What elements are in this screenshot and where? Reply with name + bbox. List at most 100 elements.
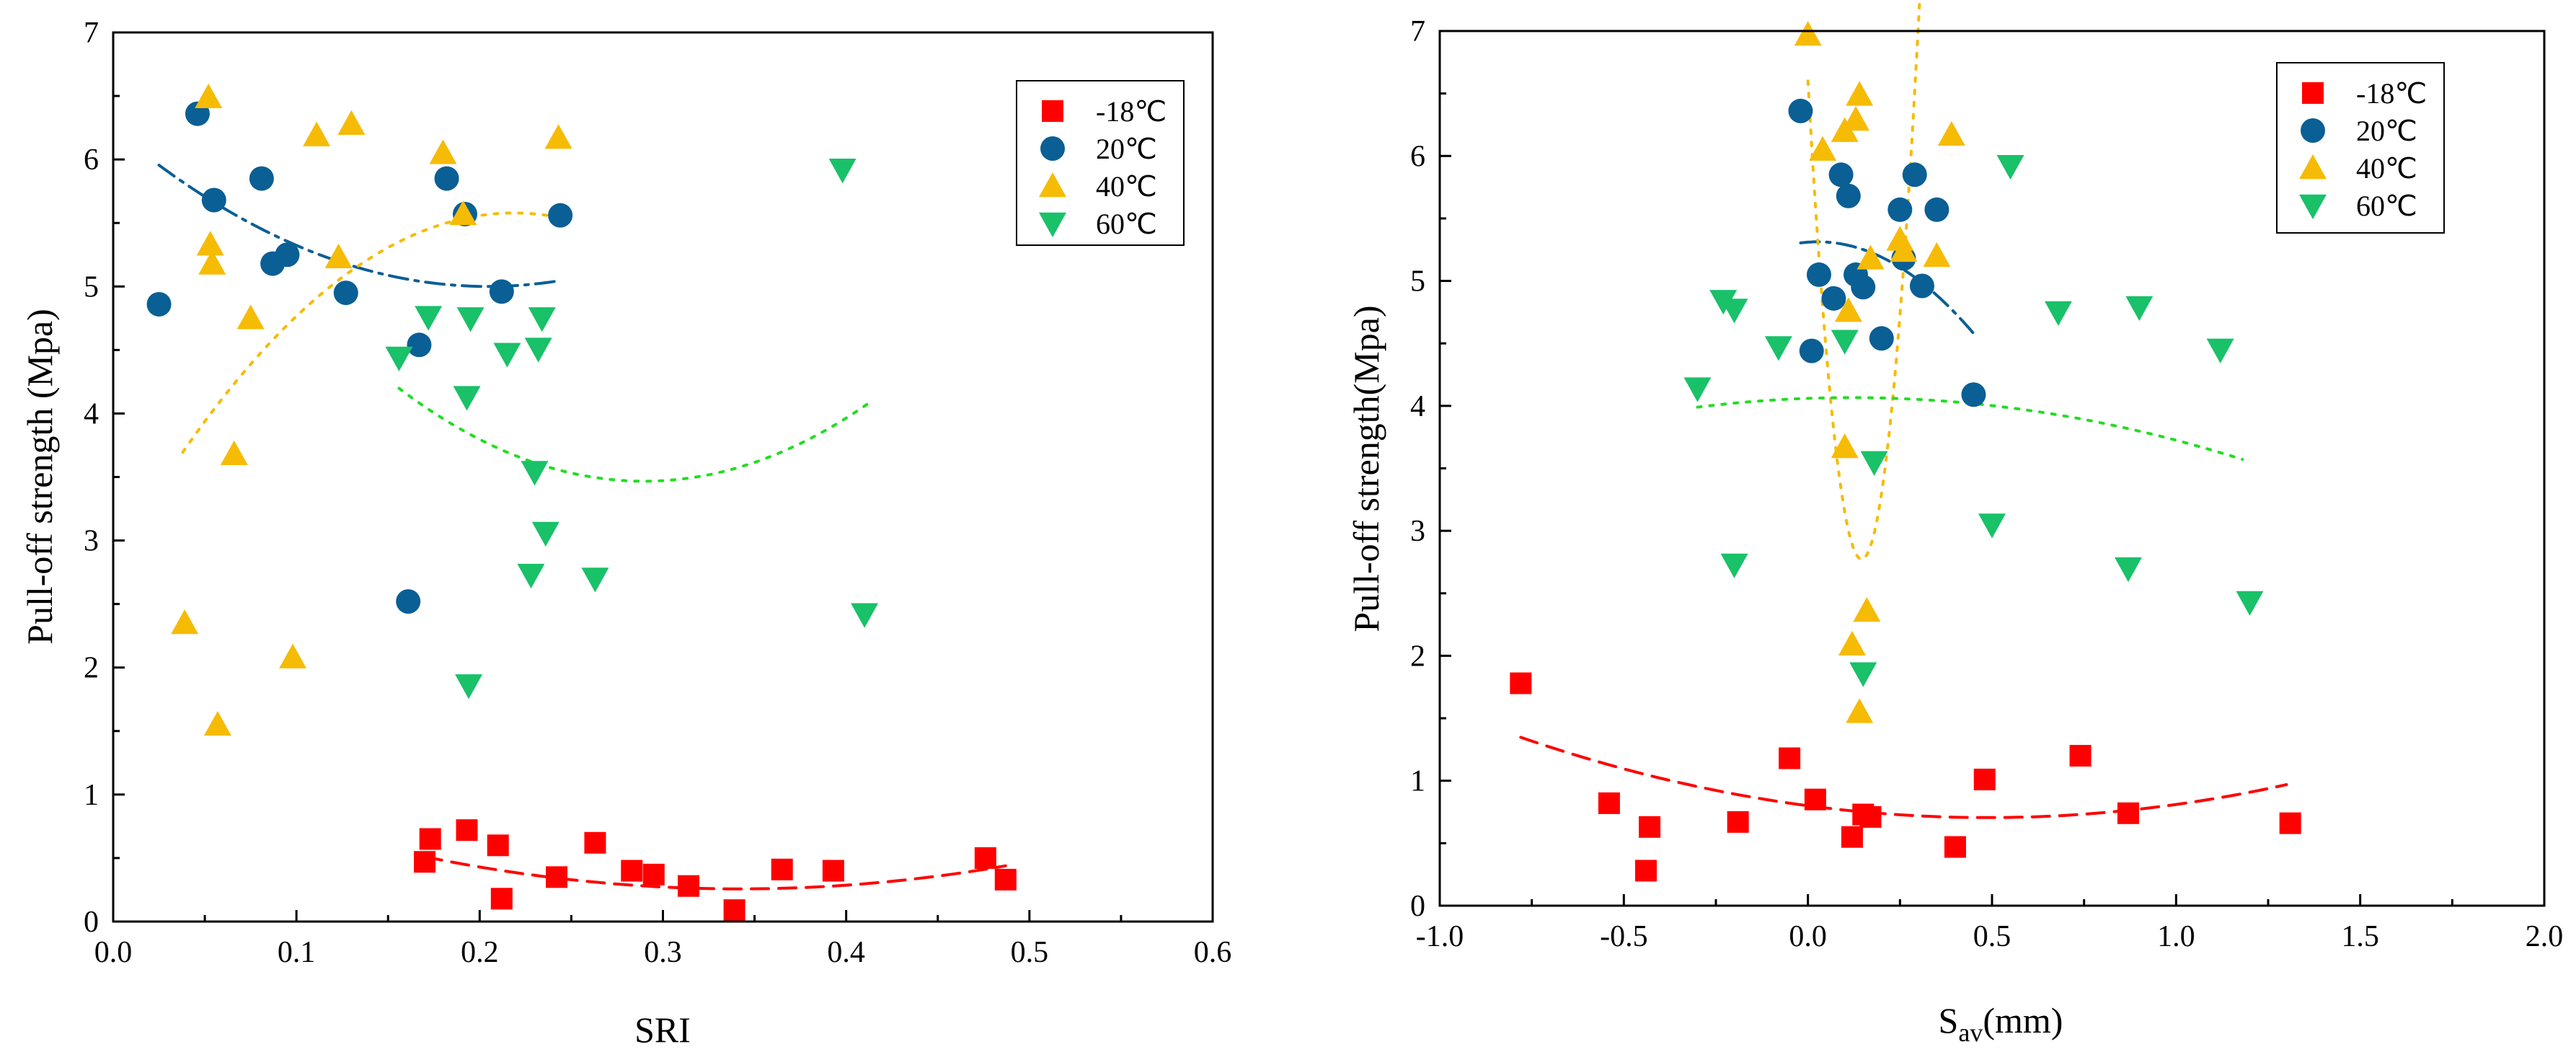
data-point-right-s3-3 <box>1720 553 1748 578</box>
data-point-right-s2-0 <box>1794 21 1822 46</box>
x-axis-label-right-s: S <box>1939 1000 1959 1041</box>
data-point-left-s3-4 <box>493 343 521 368</box>
legend-marker-right-3 <box>2299 194 2327 219</box>
data-point-left-s0-0 <box>414 851 436 873</box>
x-tick-label-left-1: 0.1 <box>278 936 316 969</box>
data-point-right-s1-9 <box>1887 197 1913 222</box>
data-point-left-s3-11 <box>455 674 483 699</box>
y-tick-label-right-3: 3 <box>1410 515 1425 548</box>
x-axis-label-right-sub: av <box>1958 1018 1983 1047</box>
data-point-left-s3-12 <box>828 159 857 184</box>
y-tick-label-left-7: 7 <box>84 17 99 50</box>
data-point-left-s2-10 <box>337 110 366 136</box>
fit-curve-right-1 <box>1799 240 1975 335</box>
data-point-right-s0-9 <box>1859 805 1882 828</box>
data-point-right-s0-5 <box>1779 747 1801 769</box>
data-point-right-s3-5 <box>1831 330 1859 355</box>
data-point-right-s3-2 <box>1720 299 1748 324</box>
data-point-left-s1-3 <box>249 166 274 191</box>
y-axis-label-right: Pull-off strength(Mpa) <box>1346 305 1386 632</box>
data-point-right-s1-12 <box>1909 273 1934 299</box>
y-tick-label-right-7: 7 <box>1410 15 1425 48</box>
data-point-right-s0-1 <box>1598 792 1620 814</box>
legend-marker-left-0 <box>1042 100 1063 122</box>
legend-label-right-1: 20℃ <box>2356 115 2417 147</box>
data-point-right-s1-13 <box>1924 197 1949 222</box>
data-point-right-s3-8 <box>1978 513 2006 539</box>
legend-marker-right-2 <box>2299 154 2327 180</box>
data-point-right-s2-1 <box>1809 136 1837 161</box>
data-point-left-s1-6 <box>333 281 358 306</box>
data-point-right-s3-9 <box>1996 154 2024 180</box>
legend-left: -18℃ 20℃ 40℃ 60℃ <box>1016 80 1185 246</box>
data-point-left-s2-4 <box>203 710 231 736</box>
x-tick-label-right-0: -1.0 <box>1416 920 1464 953</box>
data-point-right-s2-7 <box>1846 81 1874 106</box>
data-point-right-s2-9 <box>1853 597 1881 622</box>
legend-label-right-0: -18℃ <box>2356 77 2427 110</box>
legend-marker-right-0 <box>2302 82 2324 104</box>
x-tick-label-right-1: -0.5 <box>1600 920 1648 953</box>
legend-label-right-2: 40℃ <box>2356 152 2417 185</box>
data-point-left-s3-1 <box>415 306 443 331</box>
data-point-left-s0-10 <box>723 899 745 922</box>
data-point-right-s2-10 <box>1856 244 1885 270</box>
fit-curve-right-2 <box>1806 0 1921 561</box>
data-point-right-s3-13 <box>2206 338 2234 363</box>
legend-marker-left-3 <box>1039 212 1066 237</box>
data-point-right-s1-7 <box>1851 275 1876 300</box>
data-point-right-s2-5 <box>1838 630 1866 656</box>
data-point-right-s2-12 <box>1890 237 1918 262</box>
data-point-right-s1-0 <box>1788 98 1813 123</box>
x-tick-label-right-2: 0.0 <box>1789 920 1827 953</box>
data-point-left-s1-8 <box>407 332 432 358</box>
data-point-right-s3-10 <box>2044 301 2072 326</box>
legend-label-left-1: 20℃ <box>1096 133 1157 165</box>
data-point-left-s1-7 <box>396 589 421 614</box>
data-point-left-s2-7 <box>279 643 307 668</box>
fit-curve-left-1 <box>157 164 562 288</box>
data-point-right-s2-14 <box>1937 120 1965 146</box>
data-point-left-s1-0 <box>146 291 172 317</box>
y-tick-label-left-6: 6 <box>84 143 99 177</box>
legend-marker-left-2 <box>1039 172 1066 198</box>
data-point-right-s1-5 <box>1836 183 1861 208</box>
data-point-left-s3-8 <box>531 521 559 547</box>
x-axis-label-right-unit: (mm) <box>1983 1000 2063 1041</box>
y-tick-label-left-5: 5 <box>84 270 99 304</box>
data-point-right-s0-3 <box>1639 816 1661 838</box>
data-point-right-s1-8 <box>1869 326 1894 351</box>
data-point-right-s3-6 <box>1849 662 1877 687</box>
data-point-left-s2-6 <box>236 304 265 330</box>
y-tick-label-right-6: 6 <box>1410 140 1425 173</box>
fit-curve-right-0 <box>1519 736 2288 819</box>
fit-curve-left-0 <box>423 855 1007 891</box>
data-point-left-s0-12 <box>822 860 844 882</box>
data-point-left-s3-10 <box>581 567 609 593</box>
data-point-right-s0-14 <box>2279 812 2301 834</box>
x-tick-label-left-6: 0.6 <box>1194 936 1232 969</box>
data-point-left-s0-6 <box>584 831 606 854</box>
data-point-left-s1-12 <box>548 203 573 228</box>
legend-marker-right-1 <box>2301 118 2325 143</box>
x-tick-label-left-4: 0.4 <box>827 936 865 969</box>
data-point-right-s1-14 <box>1961 382 1986 407</box>
fit-curve-left-3 <box>397 387 872 483</box>
y-ticks-right: 0 1 2 3 4 5 6 7 <box>1410 15 1451 923</box>
data-point-left-s1-2 <box>201 187 226 213</box>
data-point-right-s1-3 <box>1821 286 1846 311</box>
y-tick-label-right-0: 0 <box>1410 890 1425 923</box>
data-point-left-s2-3 <box>198 249 226 275</box>
data-point-right-s3-7 <box>1860 451 1888 476</box>
data-point-left-s0-11 <box>771 858 793 880</box>
x-ticks-left: 0.0 0.1 0.2 0.3 0.4 0.5 0.6 <box>94 910 1232 969</box>
data-point-right-s0-10 <box>1944 836 1966 858</box>
x-axis-label-right: Sav(mm) <box>1939 1000 2063 1047</box>
chart-left: 0.0 0.1 0.2 0.3 0.4 0.5 0.6 0 1 2 3 4 5 6 7 SRI Pull-… <box>19 17 1231 1050</box>
x-tick-label-left-5: 0.5 <box>1011 936 1049 969</box>
data-point-left-s1-9 <box>434 166 459 191</box>
plot-area-left <box>146 83 1017 922</box>
legend-label-left-3: 60℃ <box>1096 208 1157 240</box>
data-point-left-s3-9 <box>517 563 545 589</box>
